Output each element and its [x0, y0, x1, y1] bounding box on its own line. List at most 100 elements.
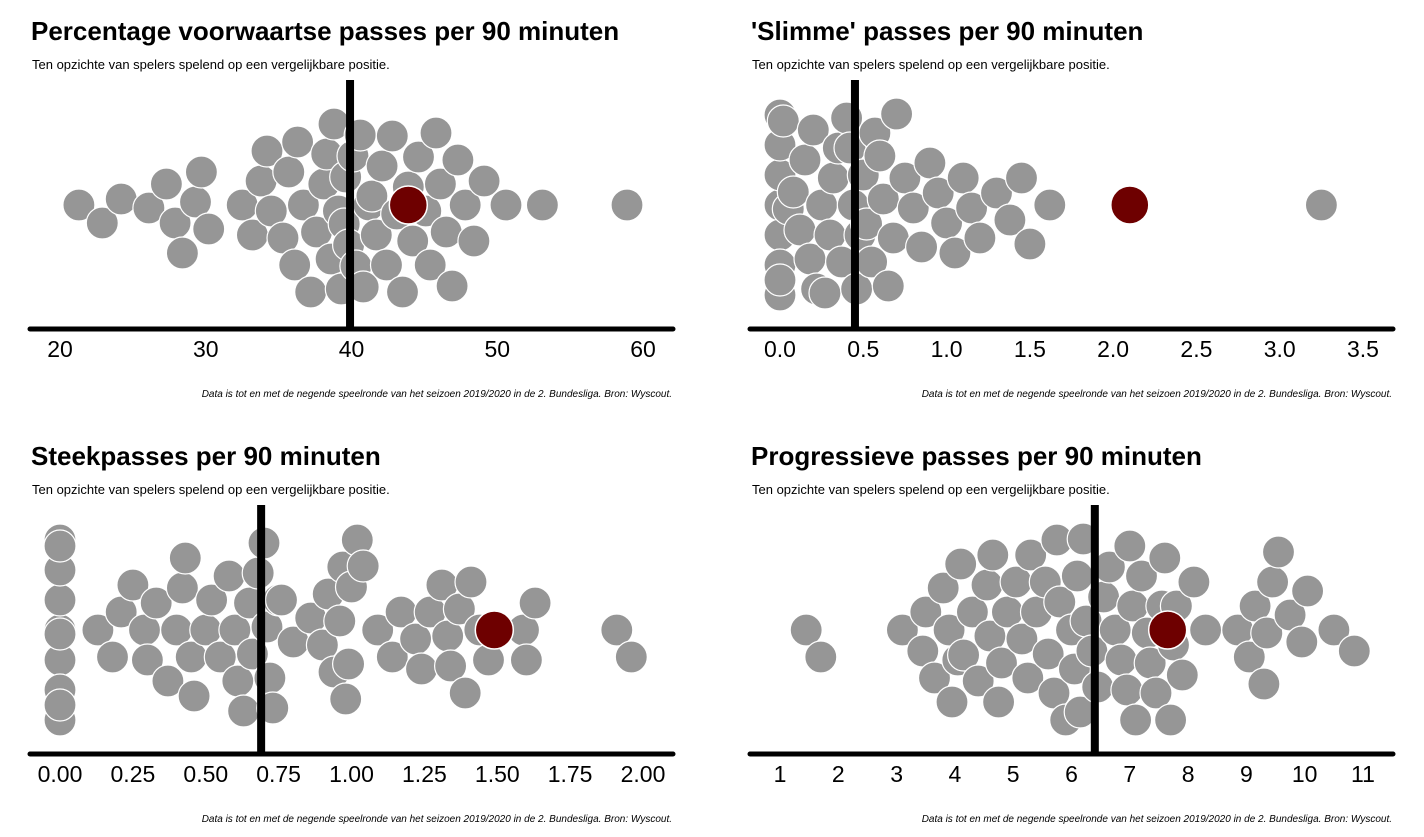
highlight-point: [1147, 610, 1188, 650]
data-point: [917, 661, 952, 695]
data-point: [970, 568, 1004, 602]
data-point: [62, 188, 96, 222]
data-points: [43, 523, 648, 737]
data-point: [905, 230, 939, 264]
data-point: [396, 224, 430, 258]
x-tick-label: 0.75: [256, 761, 301, 787]
x-tick-label: 0.50: [183, 761, 228, 787]
data-point: [789, 613, 823, 647]
data-point: [355, 179, 389, 213]
data-point: [880, 97, 914, 131]
x-tick-label: 2.5: [1180, 336, 1212, 362]
beeswarm-plot: 0.00 0.25 0.50 0.75 1.00 1.25 1.50 1.75 2.00: [27, 505, 676, 787]
data-point: [448, 188, 482, 222]
data-point: [369, 248, 404, 282]
data-point: [435, 269, 469, 303]
data-point: [804, 640, 838, 674]
data-point: [938, 236, 972, 270]
x-tick-label: 60: [630, 336, 656, 362]
x-tick-label: 50: [485, 336, 511, 362]
data-point: [766, 104, 800, 138]
data-point: [1013, 227, 1047, 261]
data-point: [1232, 640, 1266, 674]
x-tick-label: 2.0: [1097, 336, 1129, 362]
beeswarm-plot: 0.0 0.5 1.0 1.5 2.0 2.5 3.0 3.5: [747, 80, 1396, 362]
data-point: [788, 143, 822, 177]
data-point: [286, 188, 320, 222]
chart-panel-forward-passes: Percentage voorwaartse passes per 90 min…: [0, 0, 700, 410]
data-point: [509, 643, 544, 677]
data-point: [281, 125, 315, 159]
data-point: [1110, 673, 1144, 707]
chart-panel-progressive-passes: Progressieve passes per 90 minuten Ten o…: [720, 425, 1420, 835]
beeswarm-plot: 1 2 3 4 5 6 7 8 9 10 11: [747, 505, 1396, 787]
chart-title: 'Slimme' passes per 90 minuten: [751, 16, 1144, 46]
data-point: [104, 182, 138, 216]
data-point: [946, 161, 980, 195]
data-point: [165, 571, 199, 605]
data-point: [413, 248, 447, 282]
data-point: [1043, 585, 1077, 619]
data-point: [448, 676, 482, 710]
data-point: [963, 221, 997, 255]
data-point: [876, 221, 910, 255]
data-point: [429, 215, 463, 249]
data-point: [1304, 188, 1339, 222]
data-point: [984, 646, 1019, 680]
chart-title: Progressieve passes per 90 minuten: [751, 441, 1202, 471]
data-point: [346, 549, 380, 583]
data-point: [467, 164, 501, 198]
data-point: [1154, 703, 1188, 737]
x-tick-label: 5: [1007, 761, 1020, 787]
data-point: [130, 643, 164, 677]
data-point: [323, 604, 357, 638]
data-point: [95, 640, 130, 674]
data-point: [1337, 634, 1371, 668]
data-point: [85, 206, 119, 240]
data-points: [62, 107, 644, 309]
data-point: [1177, 565, 1211, 599]
data-point: [375, 119, 409, 153]
data-point: [168, 541, 202, 575]
data-point: [359, 218, 393, 252]
data-point: [244, 164, 278, 198]
data-point: [454, 565, 488, 599]
x-tick-label: 20: [47, 336, 73, 362]
data-point: [1317, 613, 1351, 647]
data-point: [441, 143, 475, 177]
data-point: [982, 685, 1016, 719]
data-point: [896, 191, 930, 225]
data-point: [1005, 622, 1039, 656]
data-point: [600, 613, 634, 647]
data-points: [763, 97, 1339, 312]
data-point: [212, 559, 246, 593]
chart-caption: Data is tot en met de negende speelronde…: [201, 389, 672, 400]
data-point: [272, 155, 306, 189]
data-point: [329, 682, 363, 716]
x-tick-label: 1.25: [402, 761, 447, 787]
data-point: [1189, 613, 1223, 647]
data-point: [1004, 161, 1039, 195]
data-point: [610, 188, 644, 222]
data-point: [457, 224, 491, 258]
data-point: [81, 613, 115, 647]
data-point: [1033, 188, 1067, 222]
x-tick-label: 4: [949, 761, 962, 787]
data-point: [278, 248, 312, 282]
data-point: [419, 116, 453, 150]
data-point: [151, 664, 185, 698]
data-point: [926, 571, 960, 605]
x-tick-label: 1.5: [1014, 336, 1046, 362]
chart-subtitle: Ten opzichte van spelers spelend op een …: [32, 482, 390, 497]
x-tick-label: 1.50: [475, 761, 520, 787]
highlight-point: [1110, 185, 1150, 225]
x-tick-label: 3: [890, 761, 903, 787]
data-point: [866, 182, 900, 216]
data-point: [489, 188, 523, 222]
highlight-point: [474, 610, 515, 650]
data-point: [763, 263, 797, 297]
data-point: [250, 134, 284, 168]
data-point: [776, 175, 810, 209]
data-points: [789, 522, 1371, 737]
data-point: [332, 647, 366, 681]
